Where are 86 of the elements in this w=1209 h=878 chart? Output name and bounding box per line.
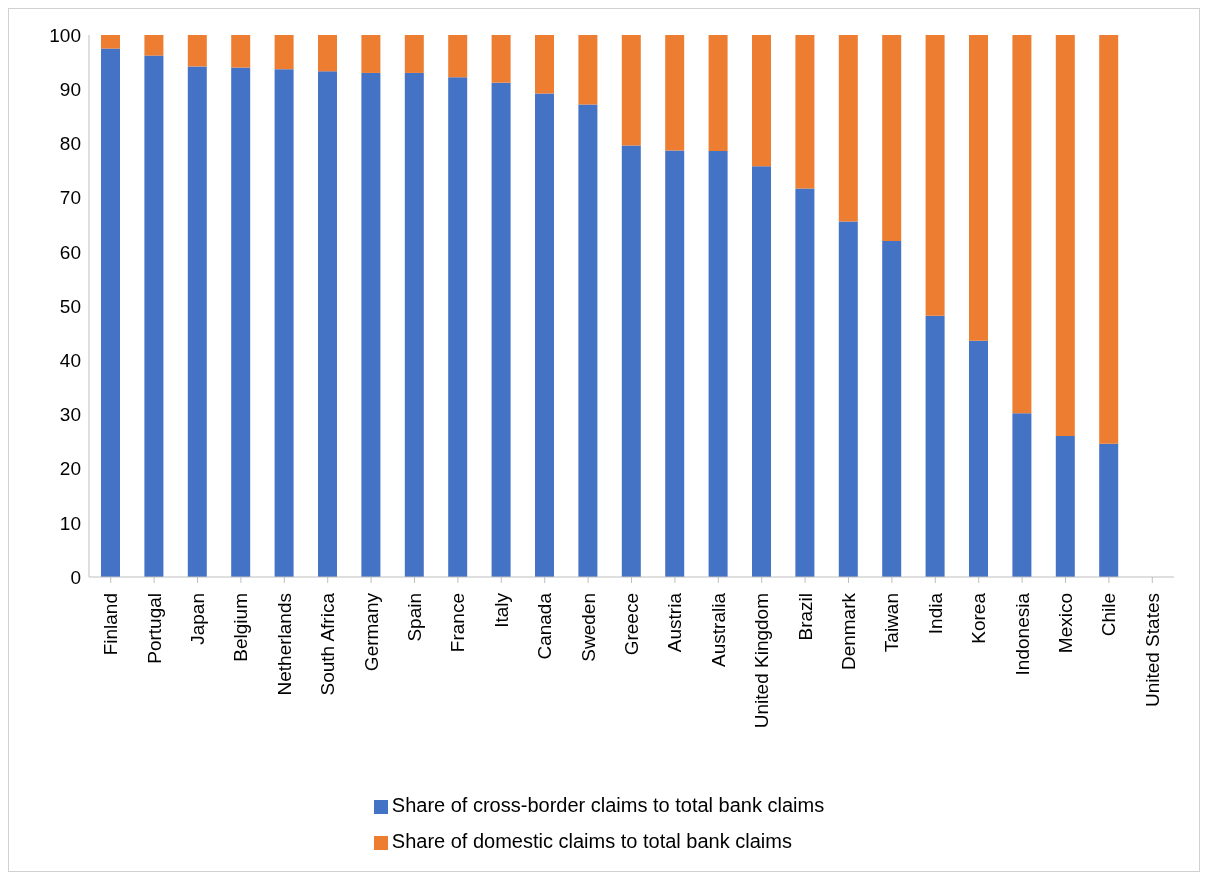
bar [187, 66, 207, 577]
y-tick-label: 60 [59, 241, 81, 263]
bar [969, 35, 988, 341]
x-tick-label: Greece [621, 593, 642, 656]
y-tick-label: 80 [59, 133, 81, 155]
x-tick-label: Indonesia [1011, 592, 1033, 676]
bar [795, 35, 815, 189]
x-tick-label: Canada [534, 592, 556, 660]
bar [535, 35, 554, 94]
x-tick-label: South Africa [317, 592, 339, 696]
bar [535, 93, 554, 577]
x-tick-label: Chile [1098, 593, 1120, 637]
bar [101, 48, 120, 577]
bar [882, 240, 902, 577]
y-tick-label: 100 [49, 24, 81, 46]
bar [838, 221, 858, 577]
bar [925, 35, 945, 316]
y-tick-label: 20 [59, 458, 81, 480]
x-tick-label: United Kingdom [751, 593, 773, 729]
bar [318, 71, 337, 577]
legend-label: Share of domestic claims to total bank claims [391, 830, 792, 852]
y-tick-label: 50 [59, 295, 81, 317]
bar [1099, 443, 1119, 577]
bar [708, 35, 728, 151]
bar [448, 77, 468, 577]
bar [1099, 35, 1119, 444]
x-tick-label: Netherlands [273, 593, 295, 696]
bar [795, 188, 815, 577]
bar [231, 35, 251, 68]
bar [491, 82, 511, 577]
legend-label: Share of cross-border claims to total bank claims [391, 794, 825, 816]
bar [752, 35, 771, 167]
y-tick-label: 90 [59, 78, 81, 100]
bar [231, 67, 251, 577]
bar [144, 35, 164, 56]
x-tick-label: India [924, 592, 946, 635]
y-tick-label: 30 [59, 404, 81, 426]
bar [665, 35, 685, 151]
x-tick-label: Finland [100, 593, 122, 656]
bar [1012, 413, 1032, 577]
bar [1055, 436, 1075, 577]
bar [621, 145, 641, 577]
x-tick-label: Taiwan [881, 593, 903, 653]
bar [838, 35, 858, 222]
x-tick-label: Germany [360, 592, 382, 672]
bar [101, 35, 120, 49]
bar [1012, 35, 1032, 414]
y-tick-label: 0 [70, 566, 81, 588]
x-tick-label: Japan [187, 593, 208, 645]
bar [187, 35, 207, 67]
bar [144, 55, 164, 577]
bar [318, 35, 337, 72]
bar [708, 150, 728, 577]
bar [274, 69, 294, 577]
bar [404, 72, 424, 577]
x-tick-label: Mexico [1055, 593, 1076, 654]
bar [361, 35, 381, 73]
bar [925, 315, 945, 577]
bar [491, 35, 511, 83]
x-tick-label: Austria [664, 592, 686, 653]
x-tick-label: Spain [404, 593, 425, 642]
x-tick-label: United States [1141, 593, 1163, 708]
x-tick-label: Belgium [230, 593, 252, 662]
y-tick-label: 40 [59, 349, 81, 371]
bar [578, 35, 598, 105]
bar [882, 35, 902, 241]
bar [1055, 35, 1075, 437]
bar [404, 35, 424, 73]
x-tick-label: Italy [490, 592, 512, 628]
x-tick-label: Portugal [143, 593, 165, 664]
x-tick-label: Brazil [794, 593, 816, 641]
bar [578, 104, 598, 577]
bar [621, 35, 641, 146]
bar [448, 35, 468, 78]
bar [665, 150, 685, 577]
x-tick-label: Korea [968, 592, 990, 644]
y-tick-label: 70 [59, 187, 81, 209]
x-tick-label: France [447, 593, 469, 653]
bar [752, 166, 771, 577]
x-tick-label: Australia [707, 592, 729, 667]
bar [361, 72, 381, 577]
x-tick-label: Denmark [838, 592, 859, 671]
x-tick-label: Sweden [577, 593, 599, 662]
bar [969, 340, 988, 577]
bar [274, 35, 294, 70]
y-tick-label: 10 [59, 512, 81, 534]
